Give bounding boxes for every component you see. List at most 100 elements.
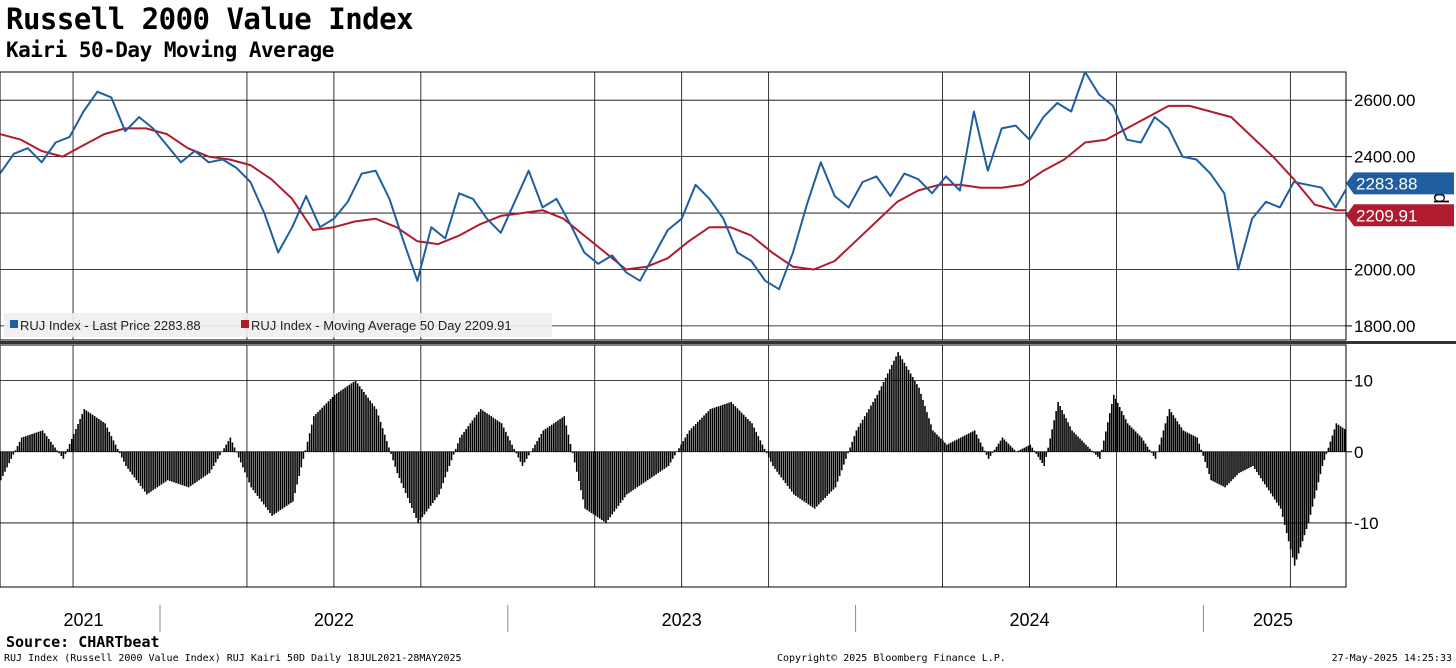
y-tick-label: -10 (1354, 514, 1379, 533)
kairi-bar (492, 417, 495, 452)
kairi-bar (636, 451, 639, 488)
kairi-bar (14, 450, 17, 452)
kairi-bar (521, 451, 524, 466)
footer-copyright: Copyright© 2025 Bloomberg Finance L.P. (777, 653, 1006, 664)
kairi-bar (592, 451, 595, 515)
kairi-bar (903, 362, 906, 452)
kairi-bar (845, 451, 847, 459)
kairi-bar (1212, 451, 1214, 482)
kairi-bar (179, 451, 182, 485)
kairi-bar (60, 451, 63, 457)
kairi-bar (406, 451, 409, 499)
kairi-bar (792, 451, 795, 495)
kairi-bar (979, 442, 982, 452)
kairi-bar (1055, 411, 1057, 452)
kairi-bar (588, 451, 591, 512)
kairi-bar (471, 420, 474, 452)
kairi-bar (559, 419, 561, 452)
kairi-bar (1258, 451, 1260, 476)
kairi-bar (325, 403, 328, 452)
price-panel-frame (0, 71, 1347, 341)
kairi-bar (1269, 451, 1272, 494)
kairi-bar (911, 377, 914, 452)
kairi-bar (133, 451, 136, 478)
kairi-bar (473, 417, 476, 452)
kairi-bar (628, 451, 630, 494)
kairi-bar (373, 406, 376, 452)
kairi-bar (1329, 441, 1332, 452)
chart-subtitle: Kairi 50-Day Moving Average (6, 38, 334, 62)
kairi-bar (465, 428, 467, 452)
kairi-bar (772, 451, 774, 466)
kairi-bar (131, 451, 134, 475)
kairi-bar (1196, 437, 1199, 452)
kairi-bar (1248, 451, 1250, 469)
kairi-bar (657, 451, 659, 474)
kairi-bar (855, 430, 858, 452)
kairi-bar (1271, 451, 1274, 497)
kairi-bar (611, 451, 614, 515)
kairi-bar (594, 451, 597, 516)
kairi-bar (809, 451, 812, 506)
kairi-bar (607, 451, 609, 521)
kairi-bar (463, 431, 465, 452)
kairi-bar (434, 451, 436, 501)
kairi-bar (615, 451, 618, 509)
kairi-bar (75, 428, 77, 452)
kairi-bar (557, 420, 559, 452)
kairi-bar (703, 415, 705, 452)
kairi-bar (2, 451, 4, 476)
kairi-bar (1007, 443, 1010, 452)
kairi-bar (169, 451, 171, 481)
kairi-bar (997, 443, 1000, 452)
kairi-bar (246, 451, 248, 478)
kairi-bar (565, 425, 568, 452)
kairi-bar (1095, 451, 1097, 455)
kairi-bar (767, 451, 770, 458)
kairi-bar (797, 451, 799, 498)
kairi-bar (646, 451, 649, 481)
legend-box (4, 313, 552, 337)
kairi-bar (281, 451, 284, 509)
kairi-bar (598, 451, 601, 519)
kairi-bar (214, 451, 217, 463)
kairi-bar (146, 451, 148, 495)
kairi-bar (513, 448, 515, 452)
kairi-bar (699, 419, 701, 452)
kairi-bar (684, 437, 687, 452)
kairi-bar (294, 451, 296, 494)
kairi-bar (459, 437, 461, 452)
kairi-bar (932, 430, 934, 452)
kairi-bar (1138, 435, 1141, 452)
kairi-bar (820, 451, 822, 503)
kairi-bar (813, 451, 816, 509)
kairi-bar (1162, 430, 1165, 452)
kairi-bar (761, 444, 764, 452)
kairi-bar (108, 431, 111, 452)
kairi-bar (1027, 445, 1030, 452)
kairi-bar (826, 451, 828, 496)
kairi-bar (905, 366, 908, 452)
kairi-bar (1252, 451, 1254, 466)
kairi-bar (744, 416, 747, 452)
y-tick-label: 2000.00 (1354, 260, 1415, 279)
kairi-bar (156, 451, 159, 488)
kairi-bar (31, 433, 33, 452)
kairi-bar (166, 451, 169, 481)
kairi-bar (584, 451, 586, 509)
kairi-bar (267, 451, 269, 511)
kairi-bar (640, 451, 643, 485)
kairi-bar (1011, 447, 1014, 452)
kairi-bar (1045, 451, 1047, 457)
kairi-bar (68, 443, 71, 452)
kairi-bar (1220, 451, 1222, 486)
ma-line (0, 104, 1347, 271)
y-tick-label: 10 (1354, 372, 1373, 391)
kairi-bar (707, 411, 710, 452)
kairi-bar (1216, 451, 1218, 484)
kairi-bar (644, 451, 647, 482)
kairi-bar (231, 442, 234, 452)
kairi-bar (950, 442, 952, 452)
kairi-bar (851, 441, 854, 452)
kairi-bar (751, 423, 753, 452)
